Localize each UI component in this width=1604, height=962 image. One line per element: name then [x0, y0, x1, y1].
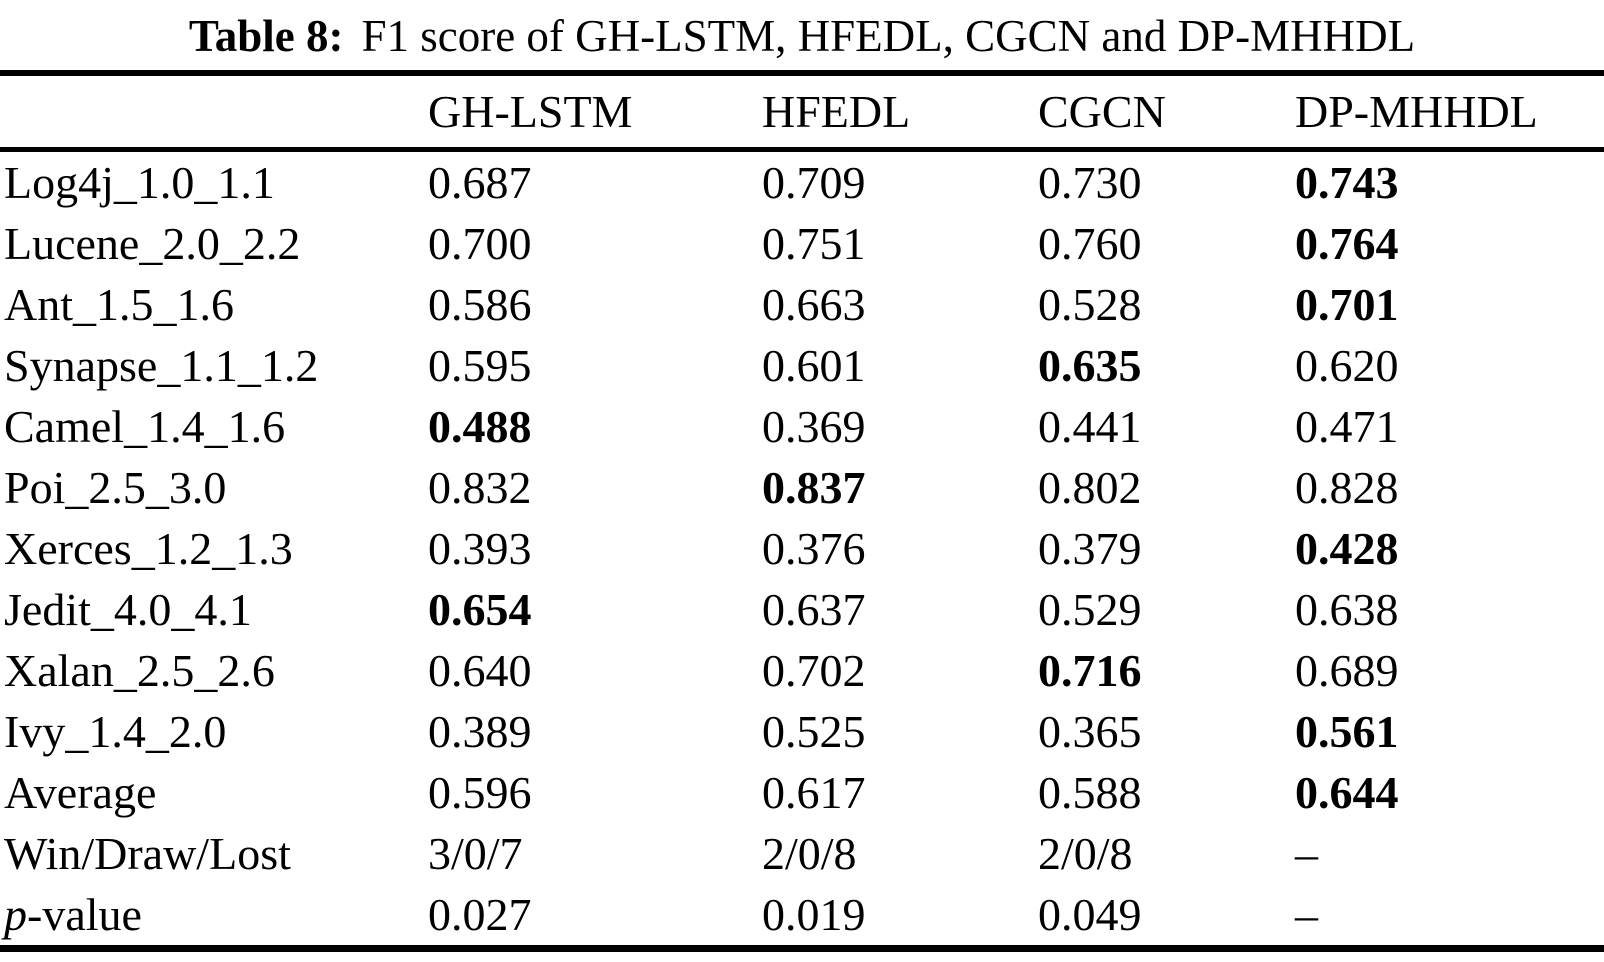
table-cell: 0.638 [1295, 584, 1399, 635]
row-label: Poi_2.5_3.0 [4, 462, 227, 513]
table-row: Poi_2.5_3.0 0.832 0.837 0.802 0.828 [0, 457, 1604, 518]
table-cell: 0.644 [1295, 767, 1399, 818]
header-row: GH-LSTM HFEDL CGCN DP-MHHDL [0, 73, 1604, 152]
header-cell-hfedl: HFEDL [762, 73, 1038, 152]
row-label-italic-part: p [4, 889, 27, 940]
table-cell: 0.751 [762, 218, 866, 269]
table-cell: 0.640 [428, 645, 532, 696]
table-cell: 0.428 [1295, 523, 1399, 574]
table-cell: 0.743 [1295, 157, 1399, 208]
table-cell: 0.441 [1038, 401, 1142, 452]
table-cell: 0.828 [1295, 462, 1399, 513]
table-row: Win/Draw/Lost 3/0/7 2/0/8 2/0/8 – [0, 823, 1604, 884]
table-cell: 0.802 [1038, 462, 1142, 513]
table-cell: 0.617 [762, 767, 866, 818]
header-cell-cgcn: CGCN [1038, 73, 1295, 152]
table-cell: 0.488 [428, 401, 532, 452]
table-cell: 0.654 [428, 584, 532, 635]
row-label: Win/Draw/Lost [4, 828, 291, 879]
table-cell: 0.702 [762, 645, 866, 696]
table-row: Ant_1.5_1.6 0.586 0.663 0.528 0.701 [0, 274, 1604, 335]
table-cell: 0.529 [1038, 584, 1142, 635]
row-label: Ant_1.5_1.6 [4, 279, 234, 330]
header-cell-dp-mhhdl: DP-MHHDL [1295, 73, 1604, 152]
header-cell-gh-lstm: GH-LSTM [428, 73, 762, 152]
table-row: Xerces_1.2_1.3 0.393 0.376 0.379 0.428 [0, 518, 1604, 579]
table-row: Log4j_1.0_1.1 0.687 0.709 0.730 0.743 [0, 150, 1604, 214]
table-row: Jedit_4.0_4.1 0.654 0.637 0.529 0.638 [0, 579, 1604, 640]
table-caption-text: F1 score of GH-LSTM, HFEDL, CGCN and DP-… [361, 11, 1416, 61]
row-label: Xalan_2.5_2.6 [4, 645, 275, 696]
row-label: Log4j_1.0_1.1 [4, 157, 275, 208]
table-cell: 0.700 [428, 218, 532, 269]
table-cell: 0.637 [762, 584, 866, 635]
row-label: p-value [4, 889, 142, 940]
table-header: GH-LSTM HFEDL CGCN DP-MHHDL [0, 73, 1604, 152]
table-cell: 0.389 [428, 706, 532, 757]
table-cell: 0.471 [1295, 401, 1399, 452]
row-label: Average [4, 767, 157, 818]
table-cell: 0.376 [762, 523, 866, 574]
table-cell: 0.027 [428, 889, 532, 940]
table-cell: 0.528 [1038, 279, 1142, 330]
table-cell: 0.764 [1295, 218, 1399, 269]
table-cell: 3/0/7 [428, 828, 523, 879]
table-cell: 0.596 [428, 767, 532, 818]
row-label: Jedit_4.0_4.1 [4, 584, 252, 635]
header-cell-empty [0, 73, 428, 152]
table-caption-label: Table 8: [188, 11, 344, 61]
table-cell: – [1295, 889, 1318, 940]
table-cell: 0.379 [1038, 523, 1142, 574]
table-cell: 0.365 [1038, 706, 1142, 757]
table-body: Log4j_1.0_1.1 0.687 0.709 0.730 0.743 Lucene_… [0, 150, 1604, 949]
table-row: Xalan_2.5_2.6 0.640 0.702 0.716 0.689 [0, 640, 1604, 701]
table-cell: 0.689 [1295, 645, 1399, 696]
table-cell: 0.588 [1038, 767, 1142, 818]
table-cell: 0.369 [762, 401, 866, 452]
table-cell: 0.663 [762, 279, 866, 330]
table-cell: 0.595 [428, 340, 532, 391]
table-cell: 0.620 [1295, 340, 1399, 391]
table-cell: 0.601 [762, 340, 866, 391]
row-label: Camel_1.4_1.6 [4, 401, 286, 452]
table-cell: 0.701 [1295, 279, 1399, 330]
table-cell: 0.716 [1038, 645, 1142, 696]
table-row: Ivy_1.4_2.0 0.389 0.525 0.365 0.561 [0, 701, 1604, 762]
table-row: p-value 0.027 0.019 0.049 – [0, 884, 1604, 949]
table-caption: Table 8: F1 score of GH-LSTM, HFEDL, CGCN… [0, 0, 1604, 70]
table-cell: 2/0/8 [762, 828, 857, 879]
table-row: Synapse_1.1_1.2 0.595 0.601 0.635 0.620 [0, 335, 1604, 396]
table-cell: 0.709 [762, 157, 866, 208]
table-cell: 0.837 [762, 462, 866, 513]
table-cell: 0.687 [428, 157, 532, 208]
table-cell: 0.049 [1038, 889, 1142, 940]
row-label: Ivy_1.4_2.0 [4, 706, 227, 757]
table-cell: 0.561 [1295, 706, 1399, 757]
table-cell: 0.019 [762, 889, 866, 940]
table-cell: 0.730 [1038, 157, 1142, 208]
row-label: Synapse_1.1_1.2 [4, 340, 319, 391]
table-cell: 0.760 [1038, 218, 1142, 269]
table-row: Lucene_2.0_2.2 0.700 0.751 0.760 0.764 [0, 213, 1604, 274]
row-label: Lucene_2.0_2.2 [4, 218, 301, 269]
table-cell: 2/0/8 [1038, 828, 1133, 879]
table-cell: 0.635 [1038, 340, 1142, 391]
table-cell: 0.586 [428, 279, 532, 330]
table-cell: 0.525 [762, 706, 866, 757]
table-row: Average 0.596 0.617 0.588 0.644 [0, 762, 1604, 823]
table-cell: 0.393 [428, 523, 532, 574]
results-table: GH-LSTM HFEDL CGCN DP-MHHDL Log4j_1.0_1.… [0, 70, 1604, 952]
table-row: Camel_1.4_1.6 0.488 0.369 0.441 0.471 [0, 396, 1604, 457]
table-cell: – [1295, 828, 1318, 879]
table-cell: 0.832 [428, 462, 532, 513]
row-label: Xerces_1.2_1.3 [4, 523, 293, 574]
